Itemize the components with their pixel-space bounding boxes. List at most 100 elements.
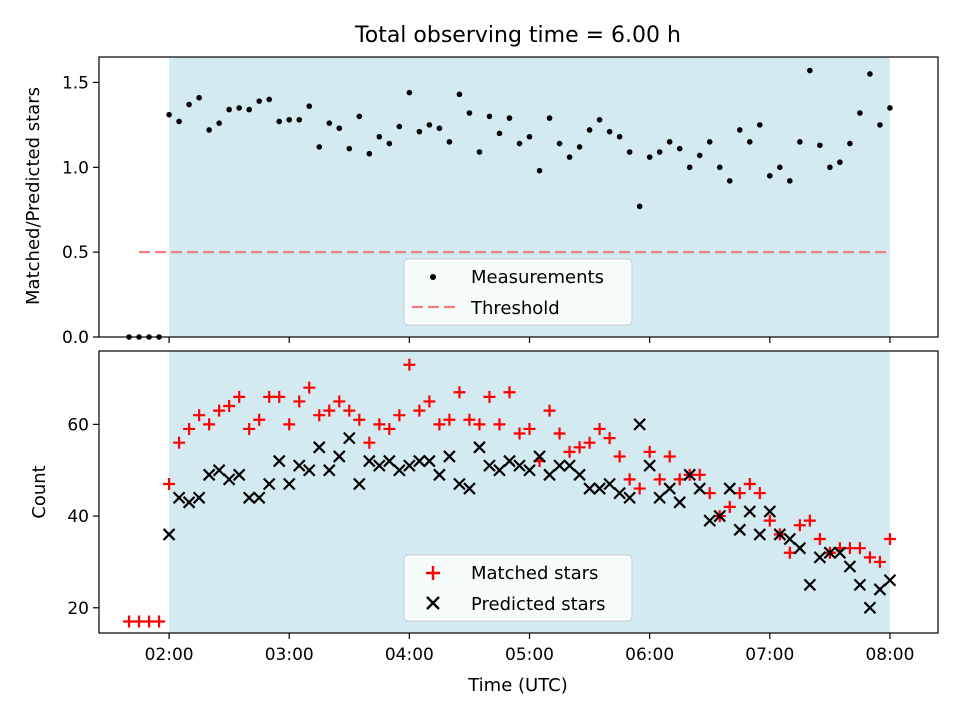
- matched-star-point: [723, 500, 736, 513]
- predicted-star-point: [693, 482, 706, 495]
- predicted-star-point: [242, 491, 256, 505]
- measurement-point: [486, 113, 493, 120]
- predicted-star-point: [292, 459, 306, 472]
- measurement-point: [726, 178, 733, 184]
- predicted-star-point: [563, 459, 576, 472]
- measurement-point: [446, 139, 453, 145]
- measurement-point: [576, 144, 583, 150]
- measurement-point: [476, 149, 483, 155]
- plot-frame: [98, 56, 939, 338]
- x-tick-label: 04:00: [385, 645, 434, 665]
- matched-star-point: [553, 427, 566, 440]
- matched-star-point: [573, 441, 586, 454]
- predicted-star-point: [703, 514, 717, 527]
- measurement-point: [837, 159, 843, 166]
- legend-label-predicted: Predicted stars: [471, 594, 605, 615]
- legend-plus-marker: [426, 566, 440, 580]
- matched-star-point: [313, 409, 326, 422]
- measurement-point: [616, 133, 623, 140]
- measurement-point: [566, 154, 573, 160]
- matched-star-point: [183, 422, 196, 435]
- matched-star-point: [403, 358, 416, 371]
- measurement-point: [797, 139, 803, 145]
- measurement-point: [787, 178, 793, 184]
- y-axis-label: Count: [29, 465, 50, 518]
- matched-star-point: [233, 390, 246, 403]
- matched-star-point: [343, 404, 356, 417]
- legend-x-marker: [426, 596, 440, 610]
- predicted-star-point: [573, 468, 586, 482]
- measurement-point: [366, 150, 373, 157]
- predicted-star-point: [663, 482, 676, 495]
- predicted-star-point: [763, 505, 777, 518]
- measurement-point: [887, 105, 893, 111]
- measurement-point: [636, 203, 643, 210]
- predicted-star-point: [433, 468, 446, 482]
- matched-star-point: [173, 436, 186, 449]
- matched-star-point: [863, 551, 876, 564]
- predicted-star-point: [883, 573, 897, 587]
- measurement-point: [346, 145, 353, 152]
- predicted-star-point: [353, 477, 366, 491]
- predicted-star-point: [473, 441, 486, 454]
- predicted-star-point: [453, 477, 466, 491]
- measurement-point: [456, 91, 463, 98]
- predicted-star-point: [753, 528, 767, 541]
- measurement-point: [376, 133, 383, 140]
- predicted-star-point: [202, 468, 216, 482]
- measurement-point: [356, 113, 363, 120]
- predicted-star-point: [553, 459, 566, 472]
- matched-star-point: [753, 487, 766, 500]
- measurement-point: [696, 152, 703, 159]
- measurement-point: [807, 67, 813, 74]
- measurement-point: [196, 94, 202, 101]
- measurement-point: [546, 115, 553, 121]
- measurement-point: [646, 154, 653, 160]
- star-count-points: [123, 358, 897, 628]
- measurement-point: [246, 106, 252, 113]
- predicted-star-point: [783, 532, 797, 546]
- predicted-star-point: [833, 546, 847, 560]
- matched-star-point: [653, 473, 666, 486]
- predicted-star-point: [863, 601, 877, 615]
- y-tick-label: 60: [67, 415, 89, 435]
- predicted-star-point: [843, 560, 857, 573]
- x-tick-label: 05:00: [505, 645, 554, 665]
- matched-star-point: [303, 381, 316, 394]
- measurement-point: [686, 164, 693, 171]
- matched-star-point: [593, 422, 606, 435]
- chart-title: Total observing time = 6.00 h: [354, 23, 681, 48]
- predicted-star-point: [262, 477, 276, 491]
- matched-star-point: [413, 404, 426, 417]
- matched-star-point: [763, 514, 776, 527]
- matched-star-point: [253, 413, 266, 426]
- matched-star-point: [393, 409, 406, 422]
- matched-star-point: [263, 390, 276, 403]
- matched-star-point: [373, 418, 386, 431]
- matched-star-point: [123, 615, 136, 628]
- measurement-points: [126, 67, 893, 340]
- matched-star-point: [193, 409, 206, 422]
- predicted-star-point: [853, 578, 867, 592]
- measurement-point: [867, 71, 873, 77]
- matched-star-point: [613, 450, 626, 463]
- measurement-point: [496, 130, 503, 137]
- predicted-star-point: [493, 463, 506, 477]
- measurement-point: [236, 105, 242, 111]
- y-ticks: 20 40 60: [67, 415, 99, 619]
- legend: Matched stars Predicted stars: [403, 554, 633, 622]
- measurement-point: [256, 98, 262, 104]
- matched-star-point: [743, 477, 756, 490]
- measurement-point: [216, 120, 222, 126]
- measurement-point: [716, 164, 723, 171]
- measurement-point: [676, 145, 683, 152]
- predicted-star-point: [333, 450, 346, 463]
- predicted-star-point: [343, 431, 356, 445]
- measurement-point: [186, 101, 192, 108]
- measurement-point: [596, 116, 603, 123]
- measurement-point: [286, 116, 293, 123]
- measurement-point: [606, 128, 613, 135]
- legend-box: [403, 258, 633, 326]
- predicted-star-point: [503, 454, 516, 468]
- legend-label-measurements: Measurements: [471, 267, 604, 288]
